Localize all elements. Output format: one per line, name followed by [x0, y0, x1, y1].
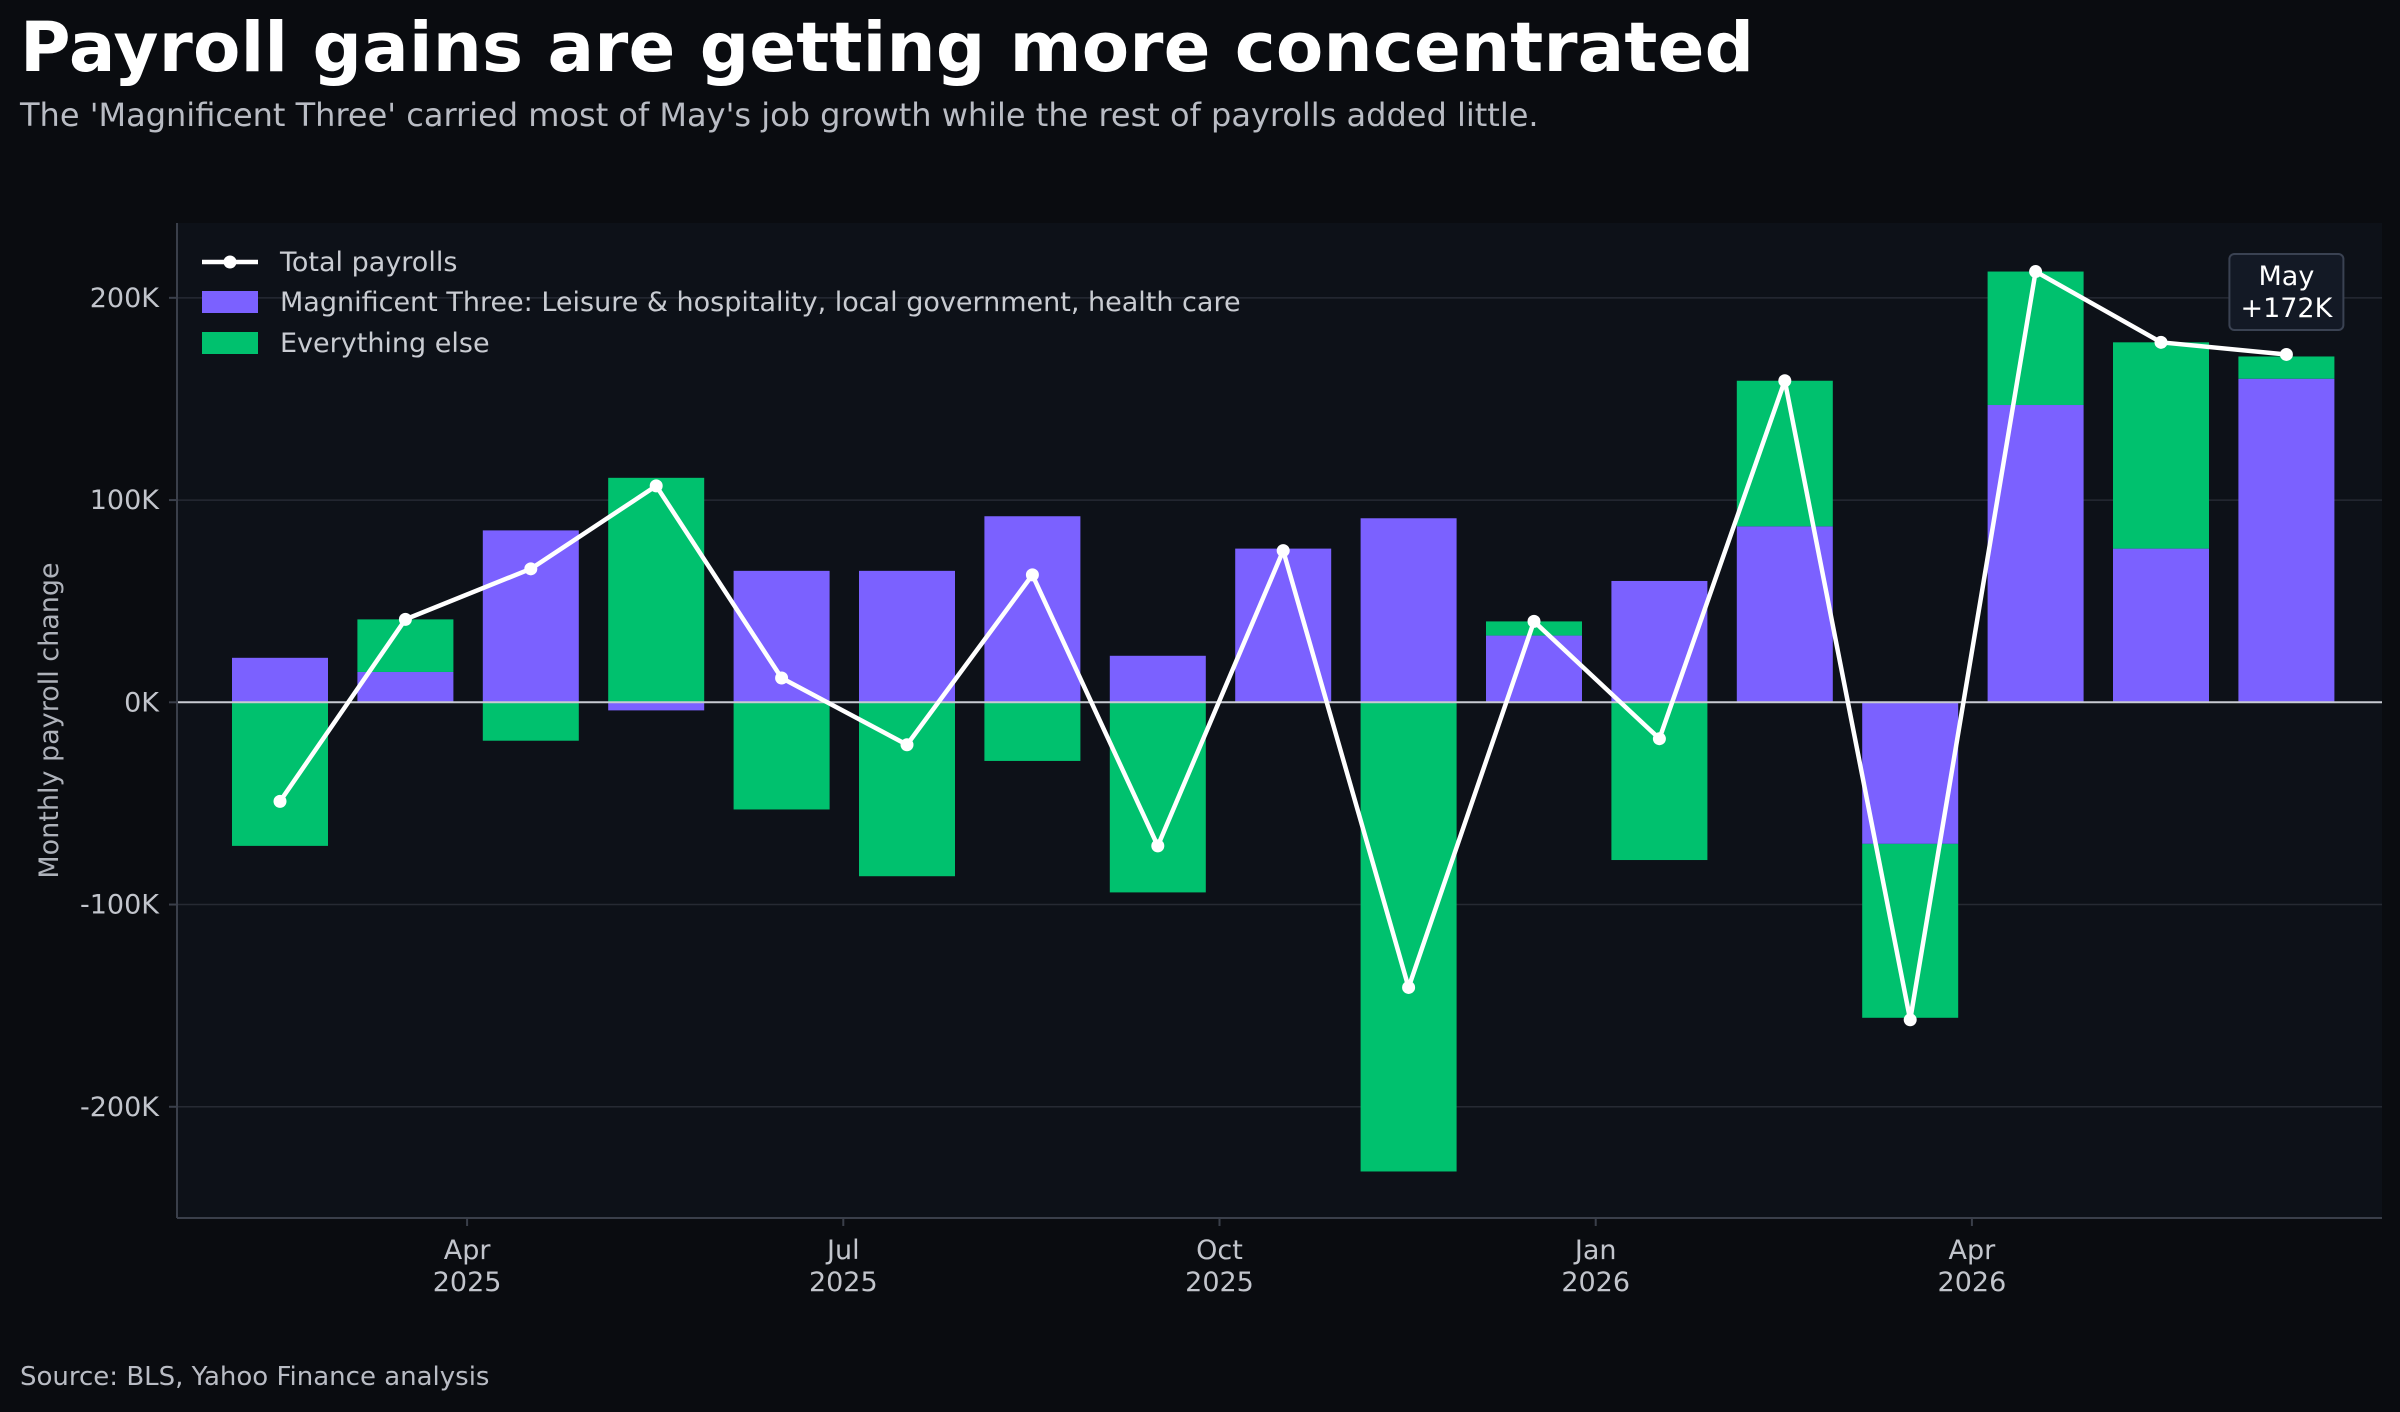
tick-labels: -200K-100K0K100K200KApr2025Jul2025Oct202…	[34, 283, 2006, 1298]
legend-swatch-magnificent-three	[202, 291, 258, 313]
bar-magnificent-three	[2113, 548, 2209, 703]
bar-everything-else	[859, 702, 955, 877]
x-tick-label-year: 2026	[1561, 1267, 1630, 1298]
bar-magnificent-three	[232, 657, 328, 703]
bar-everything-else	[1611, 702, 1708, 861]
x-tick-label-month: Apr	[1949, 1235, 1997, 1266]
bar-everything-else	[1486, 621, 1582, 636]
axes	[176, 223, 2382, 1219]
bar-everything-else	[1360, 702, 1457, 1172]
x-tick-label-month: Jan	[1573, 1235, 1617, 1266]
legend-label-total-payrolls: Total payrolls	[279, 247, 457, 278]
legend-label-magnificent-three: Magnificent Three: Leisure & hospitality…	[280, 287, 1241, 318]
bar-everything-else	[733, 702, 830, 810]
bar-magnificent-three	[1486, 635, 1582, 703]
bar-everything-else	[1987, 271, 2084, 406]
total-payrolls-point	[1402, 980, 1416, 994]
bar-everything-else	[1736, 380, 1833, 527]
x-tick-label-month: Apr	[444, 1235, 492, 1266]
x-tick-label-year: 2026	[1938, 1267, 2007, 1298]
total-payrolls-point	[2029, 265, 2043, 279]
y-tick-label: -200K	[80, 1092, 160, 1123]
bar-everything-else	[1109, 702, 1206, 893]
x-tick-label-month: Jul	[825, 1235, 860, 1266]
total-payrolls-point	[1778, 374, 1792, 388]
y-tick-label: -100K	[80, 890, 160, 921]
bar-magnificent-three	[1360, 518, 1457, 703]
legend-swatch-everything-else	[202, 332, 258, 354]
bar-magnificent-three	[859, 570, 955, 703]
x-tick-label-year: 2025	[809, 1267, 878, 1298]
total-payrolls-point	[2279, 347, 2293, 361]
x-tick-label-year: 2025	[433, 1267, 502, 1298]
source-note: Source: BLS, Yahoo Finance analysis	[20, 1362, 490, 1392]
legend-line-marker	[223, 255, 237, 269]
total-payrolls-point	[1527, 614, 1541, 628]
total-payrolls-point	[2154, 335, 2168, 349]
x-tick-label-month: Oct	[1196, 1235, 1243, 1266]
total-payrolls-point	[1276, 544, 1290, 558]
annotation-value: +172K	[2240, 293, 2333, 324]
bar-magnificent-three	[357, 671, 454, 703]
total-payrolls-point	[649, 479, 663, 493]
bar-everything-else	[2113, 342, 2209, 549]
x-tick-label-year: 2025	[1185, 1267, 1254, 1298]
total-payrolls-point	[1903, 1013, 1917, 1027]
y-tick-label: 100K	[90, 485, 161, 516]
total-payrolls-point	[524, 562, 538, 576]
y-tick-label: 0K	[124, 687, 160, 718]
bar-magnificent-three	[1987, 405, 2084, 703]
bar-everything-else	[2238, 356, 2335, 379]
total-payrolls-point	[775, 671, 789, 685]
chart-title: Payroll gains are getting more concentra…	[20, 8, 1755, 88]
bar-magnificent-three	[1736, 526, 1833, 703]
bar-magnificent-three	[608, 702, 705, 711]
bar-everything-else	[608, 477, 705, 703]
bar-everything-else	[357, 619, 454, 672]
total-payrolls-line	[273, 265, 2293, 1027]
bar-magnificent-three	[2238, 378, 2335, 703]
bar-magnificent-three	[1109, 655, 1206, 703]
legend: Total payrolls Magnificent Three: Leisure…	[202, 247, 1241, 359]
total-payrolls-point	[900, 738, 914, 752]
legend-label-everything-else: Everything else	[280, 328, 490, 359]
total-payrolls-point	[273, 794, 287, 808]
bar-magnificent-three	[482, 530, 579, 703]
total-payrolls-point	[1151, 839, 1165, 853]
total-payrolls-point	[1025, 568, 1039, 582]
annotation-month: May	[2258, 261, 2314, 292]
annotation-box	[2228, 253, 2345, 331]
bar-everything-else	[1862, 843, 1959, 1018]
bar-magnificent-three	[984, 516, 1081, 703]
total-payrolls-point	[1652, 732, 1666, 746]
bar-everything-else	[232, 702, 328, 846]
y-tick-label: 200K	[90, 283, 161, 314]
bar-everything-else	[984, 702, 1081, 761]
total-payrolls-point	[398, 612, 412, 626]
chart-subtitle: The 'Magnificent Three' carried most of …	[20, 96, 1539, 134]
bar-everything-else	[482, 702, 579, 741]
y-axis-label: Monthly payroll change	[34, 562, 65, 878]
annotation: May+172K	[2228, 253, 2345, 331]
